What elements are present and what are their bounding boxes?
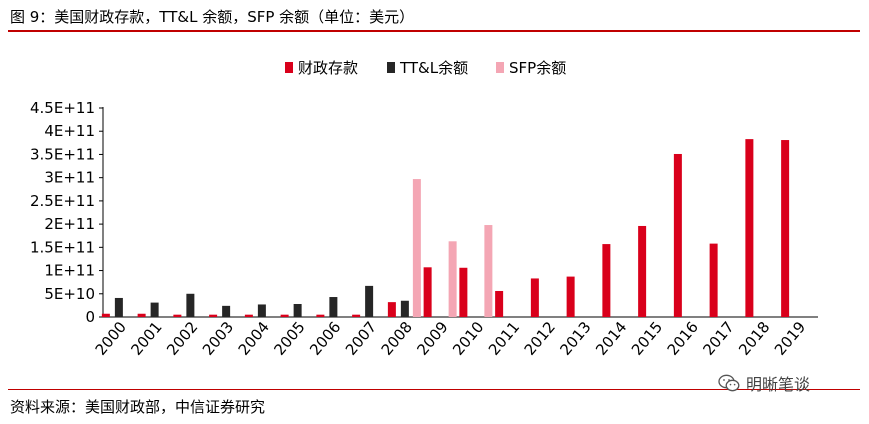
legend-label: SFP余额 <box>509 59 566 77</box>
x-tick-label: 2003 <box>199 318 237 359</box>
legend-swatch <box>285 62 293 73</box>
bar-0-2005 <box>280 314 289 317</box>
x-tick-label: 2001 <box>127 318 165 359</box>
x-axis: 2000200120022003200420052006200720082009… <box>92 316 818 359</box>
bars-group <box>101 139 790 317</box>
bar-0-2013 <box>566 276 575 317</box>
wechat-icon <box>718 374 740 392</box>
legend-swatch <box>387 62 395 73</box>
y-tick-label: 5E+10 <box>44 285 95 303</box>
bar-1-2003 <box>222 305 231 317</box>
bar-1-2004 <box>257 304 266 317</box>
watermark-text: 明晰笔谈 <box>746 375 811 394</box>
x-tick-label: 2005 <box>270 318 308 359</box>
bar-0-2015 <box>638 225 647 317</box>
figure-title: 图 9：美国财政存款，TT&L 余额，SFP 余额（单位：美元） <box>10 8 415 26</box>
bar-1-2006 <box>329 297 338 317</box>
x-tick-label: 2000 <box>92 318 130 359</box>
y-tick-label: 1.5E+11 <box>30 238 95 256</box>
source-note: 资料来源：美国财政部，中信证券研究 <box>10 398 266 416</box>
x-tick-label: 2015 <box>628 318 666 359</box>
bar-0-2018 <box>745 139 754 317</box>
watermark: 明晰笔谈 <box>718 371 810 395</box>
bar-0-2014 <box>602 244 611 317</box>
bar-0-2016 <box>673 153 682 317</box>
bar-1-2002 <box>186 293 195 317</box>
x-tick-label: 2014 <box>592 318 630 359</box>
x-tick-label: 2012 <box>521 318 559 359</box>
bar-0-2003 <box>209 314 218 317</box>
y-tick-label: 3E+11 <box>44 169 95 187</box>
y-tick-label: 1E+11 <box>44 262 95 280</box>
bar-0-2006 <box>316 314 325 317</box>
legend-swatch <box>496 62 504 73</box>
y-axis: 0 5E+10 1E+11 1.5E+11 2E+11 2.5E+11 3E+11 3.5E+… <box>30 99 104 326</box>
bar-1-2000 <box>114 297 123 317</box>
source-rule <box>8 389 860 390</box>
y-tick-label: 4.5E+11 <box>30 99 95 117</box>
x-tick-label: 2013 <box>556 318 594 359</box>
bar-0-2000 <box>101 313 110 317</box>
x-tick-label: 2019 <box>771 318 809 359</box>
y-tick-label: 2.5E+11 <box>30 192 95 210</box>
legend-label: TT&L余额 <box>399 59 468 77</box>
legend-label: 财政存款 <box>298 59 358 77</box>
x-tick-label: 2010 <box>449 318 487 359</box>
bar-0-2001 <box>137 313 146 317</box>
bar-2-2010 <box>484 225 493 317</box>
x-tick-label: 2008 <box>378 318 416 359</box>
bar-0-2011 <box>495 290 504 317</box>
chart-legend: 财政存款 TT&L余额 SFP余额 <box>285 59 566 77</box>
bar-1-2008 <box>400 300 409 317</box>
y-tick-label: 4E+11 <box>44 122 95 140</box>
bar-0-2007 <box>352 314 361 317</box>
title-rule <box>8 30 860 32</box>
bar-0-2017 <box>709 243 718 317</box>
bar-0-2009 <box>423 267 432 317</box>
bar-chart: 财政存款 TT&L余额 SFP余额 0 5E+10 1E+11 1.5E+11 2E+11 2… <box>30 59 818 359</box>
y-tick-label: 3.5E+11 <box>30 145 95 163</box>
x-tick-label: 2002 <box>163 318 201 359</box>
bar-0-2010 <box>459 267 468 317</box>
bar-1-2001 <box>150 302 159 317</box>
bar-0-2008 <box>387 302 396 317</box>
y-tick-label: 0 <box>85 308 95 326</box>
bar-0-2002 <box>173 314 182 317</box>
x-tick-label: 2004 <box>235 318 273 359</box>
x-tick-label: 2011 <box>485 318 523 359</box>
bar-0-2012 <box>530 278 539 317</box>
x-tick-label: 2007 <box>342 318 380 359</box>
bar-1-2007 <box>365 285 374 317</box>
bar-0-2019 <box>781 140 790 317</box>
bar-1-2005 <box>293 303 302 317</box>
bar-2-2009 <box>448 241 457 317</box>
x-tick-label: 2009 <box>413 318 451 359</box>
bar-0-2004 <box>244 314 253 317</box>
x-tick-label: 2006 <box>306 318 344 359</box>
x-tick-label: 2017 <box>699 318 737 359</box>
x-tick-label: 2018 <box>735 318 773 359</box>
x-tick-label: 2016 <box>664 318 702 359</box>
bar-2-2008 <box>412 179 421 317</box>
y-tick-label: 2E+11 <box>44 215 95 233</box>
